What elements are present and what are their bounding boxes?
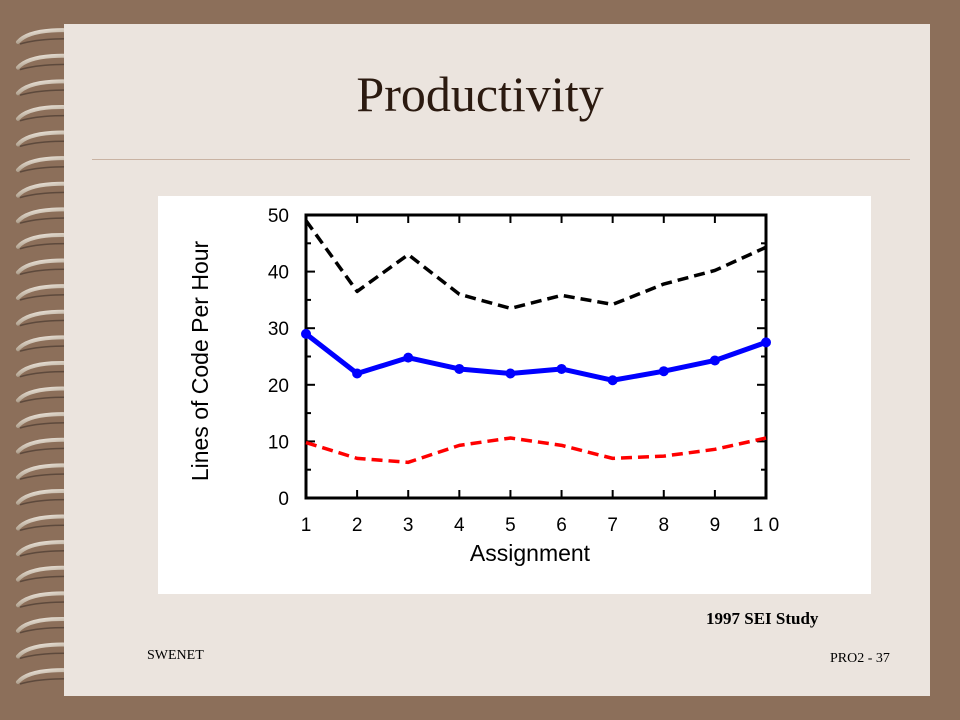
footer-org: SWENET xyxy=(147,648,204,663)
x-tick-label: 6 xyxy=(556,515,567,536)
series-point-2 xyxy=(352,368,363,379)
series-line-3 xyxy=(305,436,767,465)
x-tick-label: 5 xyxy=(505,515,516,536)
y-tick-label: 20 xyxy=(268,376,289,397)
footer-page-number: PRO2 - 37 xyxy=(830,651,890,666)
x-tick-label: 2 xyxy=(352,515,363,536)
x-tick-label: 8 xyxy=(658,515,669,536)
title-divider xyxy=(92,159,910,160)
study-caption: 1997 SEI Study xyxy=(706,609,819,628)
series-line-2 xyxy=(304,331,767,383)
y-tick-label: 40 xyxy=(268,263,289,284)
y-tick-label: 50 xyxy=(268,206,289,227)
y-tick-label: 0 xyxy=(278,489,289,510)
line-chart: Lines of Code Per Hour Assignment 0 10 20 3… xyxy=(187,206,779,566)
chart-panel: Lines of Code Per Hour Assignment 0 10 20 3… xyxy=(158,196,871,594)
x-axis-label: Assignment xyxy=(470,540,591,566)
series-point-2 xyxy=(454,363,465,374)
plot-frame xyxy=(304,213,768,500)
series-point-2 xyxy=(505,368,516,379)
series-point-2 xyxy=(761,337,771,348)
series-point-2 xyxy=(403,352,414,363)
x-tick-label: 1 0 xyxy=(753,515,779,536)
y-axis-label: Lines of Code Per Hour xyxy=(187,240,213,481)
series-line-1 xyxy=(304,219,767,311)
x-tick-label: 9 xyxy=(710,515,721,536)
series-point-2 xyxy=(658,366,669,377)
series-point-2 xyxy=(709,355,720,366)
x-tick-label: 4 xyxy=(454,515,465,536)
x-tick-label: 1 xyxy=(301,515,312,536)
x-tick-label: 3 xyxy=(403,515,414,536)
x-tick-label: 7 xyxy=(607,515,618,536)
series-point-2 xyxy=(607,375,618,386)
y-tick-label: 30 xyxy=(268,319,289,340)
slide-title: Productivity xyxy=(356,66,604,122)
y-tick-label: 10 xyxy=(268,432,289,453)
series-point-2 xyxy=(556,363,567,374)
series-point-2 xyxy=(301,328,311,339)
